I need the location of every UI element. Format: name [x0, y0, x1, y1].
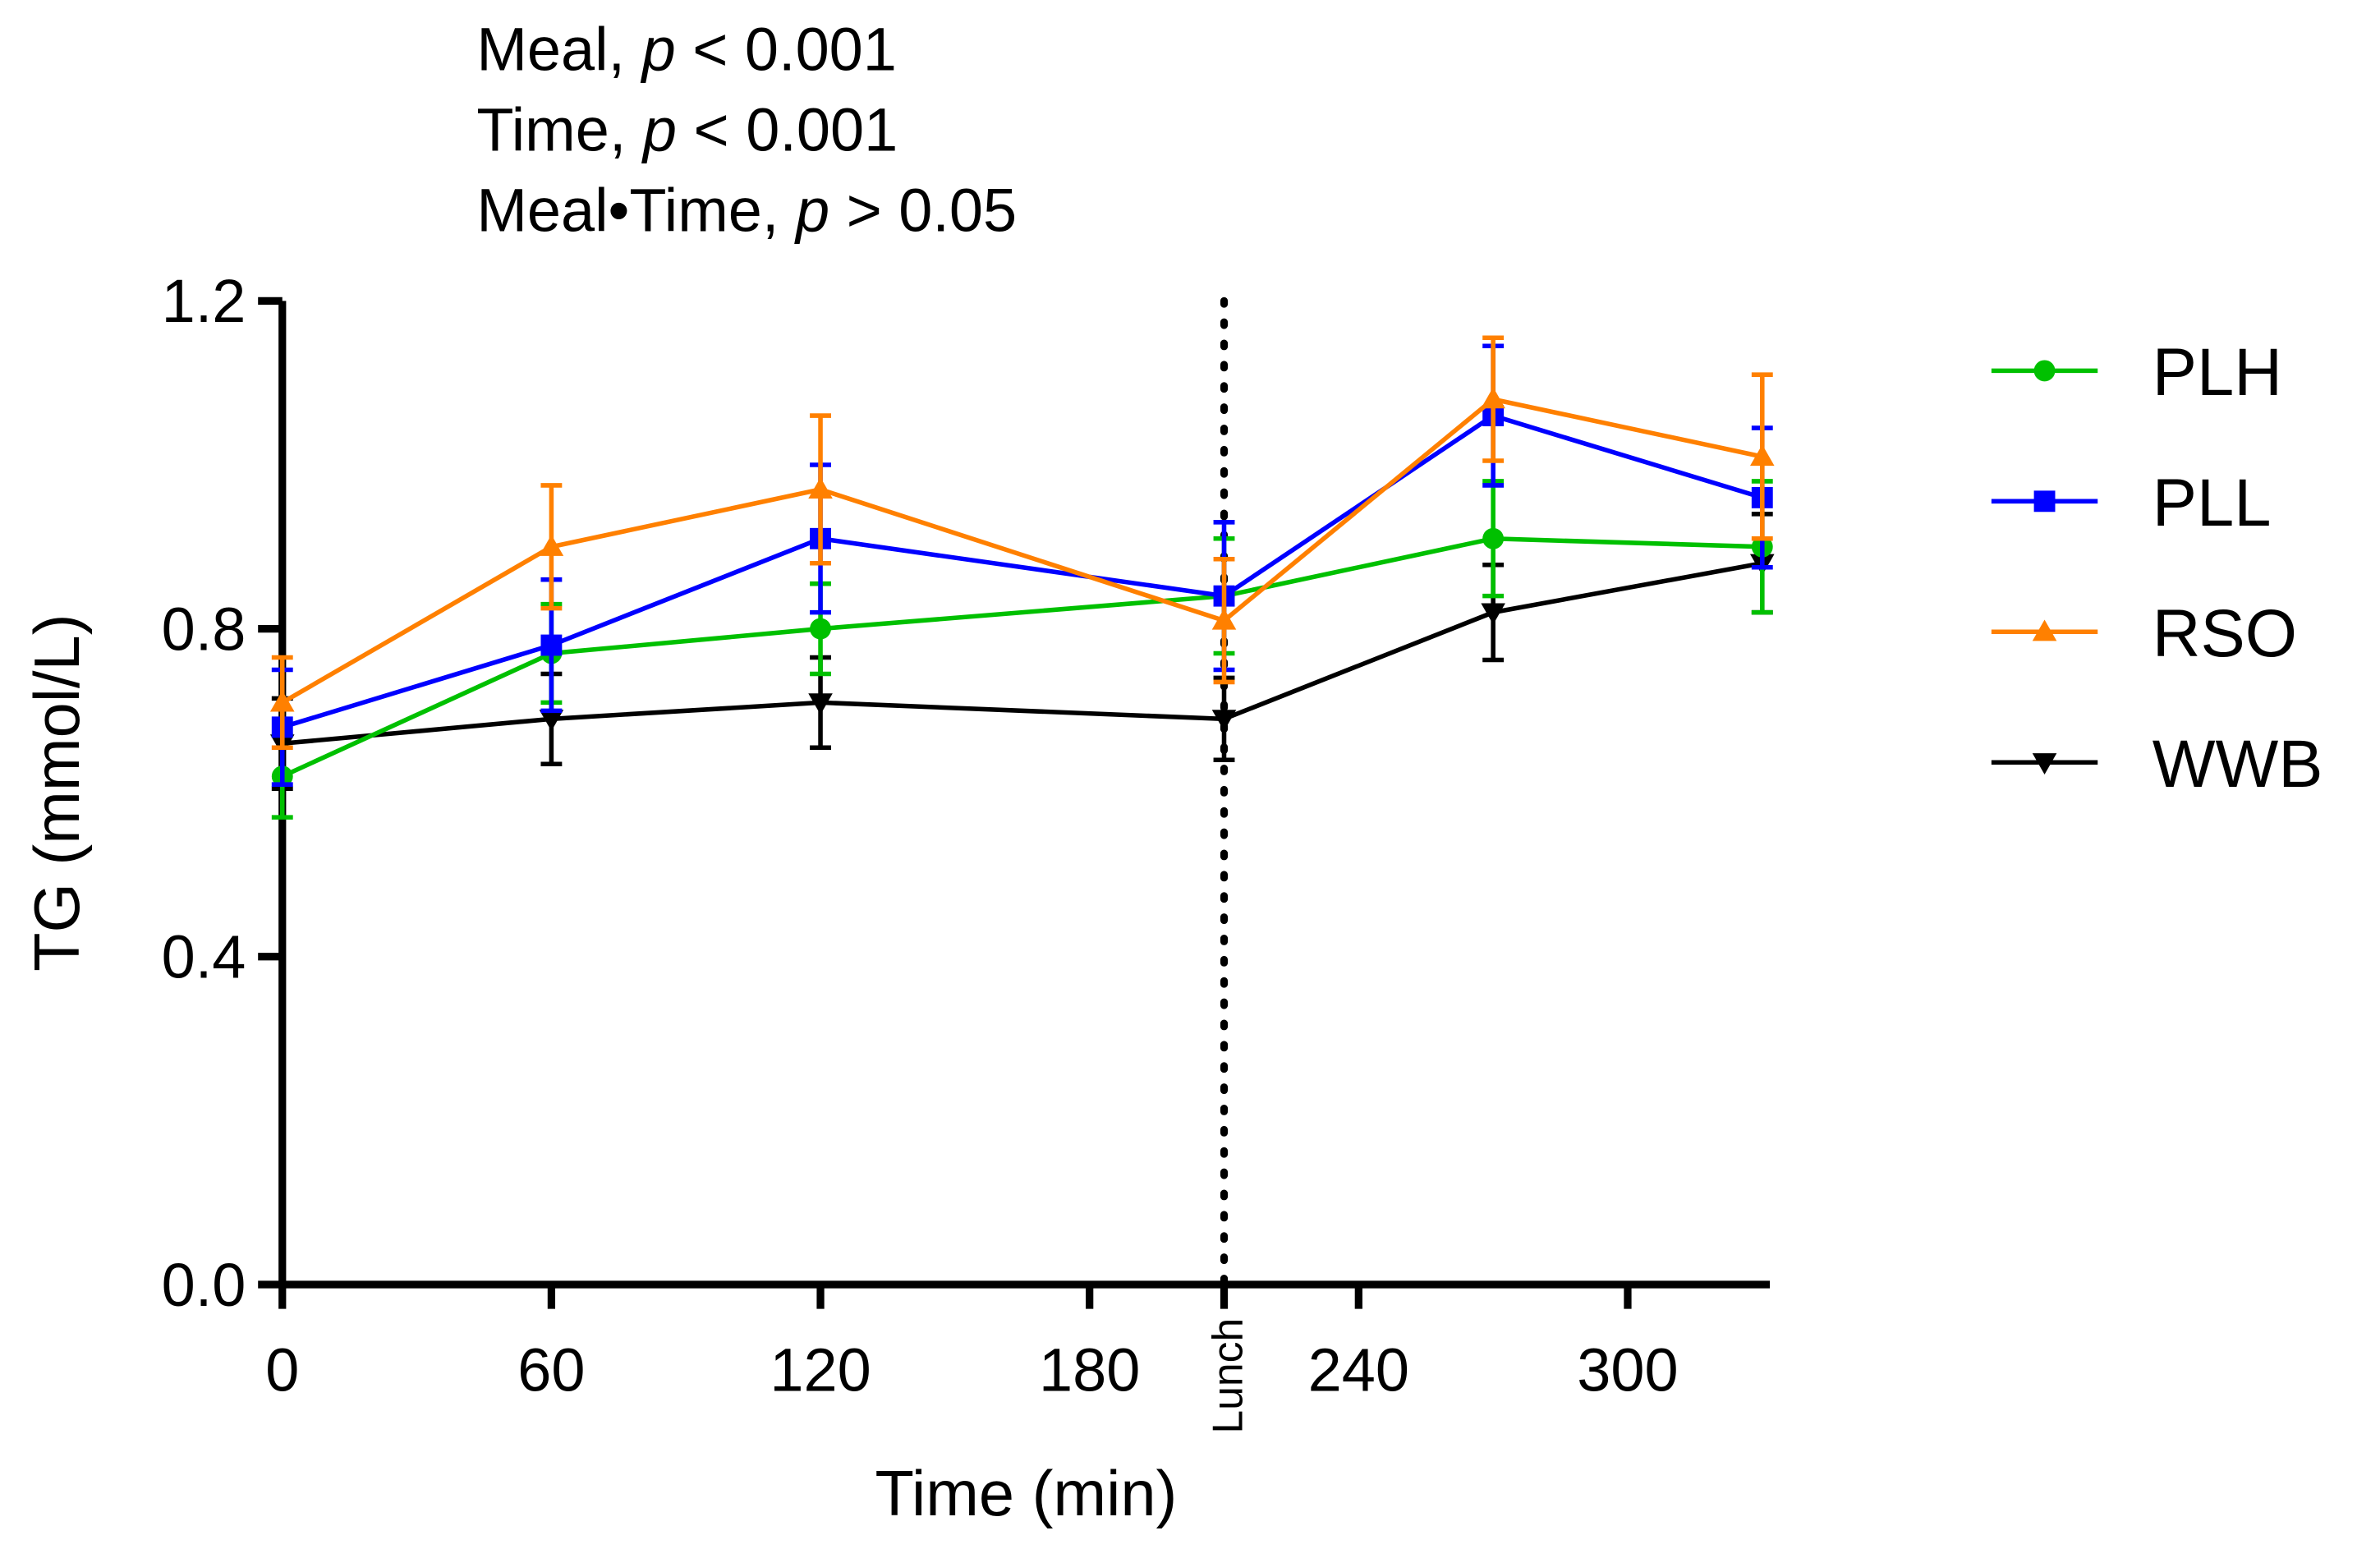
- data-point: [540, 634, 563, 656]
- legend: PLH PLL RSO WWB: [1991, 335, 2323, 802]
- legend-marker: [2033, 360, 2056, 382]
- legend-label: PLH: [2153, 335, 2282, 410]
- annotation-meal: Meal, p < 0.001: [476, 15, 897, 83]
- x-tick-label: 60: [517, 1335, 585, 1404]
- data-point: [1482, 527, 1505, 549]
- legend-label: RSO: [2153, 596, 2297, 671]
- series-plh: [271, 479, 1773, 820]
- series-line: [281, 397, 1763, 705]
- series-line: [282, 561, 1763, 747]
- series-line: [281, 536, 1762, 779]
- axes: 0.0 0.4 0.8 1.2 0 60 120 180 240 300: [162, 267, 1771, 1404]
- data-point: [539, 710, 564, 732]
- annotation-interaction: Meal•Time, p > 0.05: [476, 176, 1017, 244]
- y-tick-label: 0.8: [162, 595, 246, 663]
- legend-marker: [2032, 619, 2057, 641]
- data-point: [1481, 387, 1505, 409]
- legend-item-plh: PLH: [1991, 335, 2282, 410]
- series-line: [281, 413, 1763, 729]
- data-point: [810, 618, 831, 640]
- x-tick-label: 240: [1308, 1335, 1409, 1404]
- legend-item-wwb: WWB: [1991, 727, 2323, 802]
- data-point: [808, 477, 833, 499]
- legend-item-pll: PLL: [1991, 466, 2272, 540]
- y-tick-label: 0.4: [162, 923, 246, 991]
- data-point: [1481, 603, 1505, 625]
- lunch-label: Lunch: [1204, 1318, 1252, 1434]
- x-tick-label: 180: [1039, 1335, 1140, 1404]
- y-axis-label: TG (mmol/L): [22, 614, 93, 971]
- x-axis-label: Time (min): [875, 1459, 1177, 1529]
- x-tick-label: 120: [770, 1335, 871, 1404]
- data-point: [269, 690, 295, 712]
- data-point: [1211, 710, 1237, 732]
- data-point: [1211, 608, 1237, 630]
- legend-item-rso: RSO: [1991, 596, 2297, 671]
- legend-label: PLL: [2153, 466, 2272, 540]
- data-point: [808, 693, 833, 715]
- legend-label: WWB: [2153, 727, 2323, 802]
- x-tick-label: 300: [1577, 1335, 1678, 1404]
- plot-area: [269, 335, 1775, 820]
- lunch-line: Lunch: [1204, 296, 1252, 1434]
- x-tick-label: 0: [265, 1335, 299, 1404]
- y-tick-label: 0.0: [162, 1251, 246, 1319]
- series-rso: [269, 335, 1775, 751]
- data-point: [539, 534, 564, 556]
- annotations: Meal, p < 0.001 Time, p < 0.001 Meal•Tim…: [476, 15, 1017, 244]
- legend-marker: [2033, 490, 2056, 513]
- data-point: [1749, 444, 1775, 467]
- legend-marker: [2032, 753, 2057, 774]
- annotation-time: Time, p < 0.001: [476, 95, 898, 163]
- y-tick-label: 1.2: [162, 267, 246, 335]
